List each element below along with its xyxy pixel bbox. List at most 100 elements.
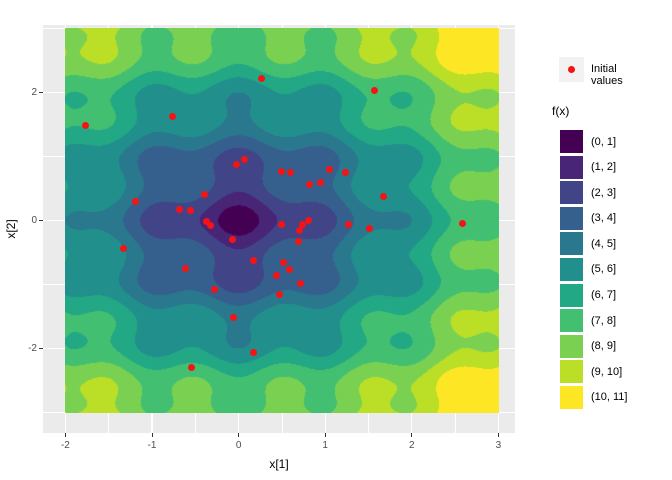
y-tick-label: 2 [31,86,37,98]
initial-value-point [229,313,237,321]
legend-color-swatch [560,155,583,179]
legend-color-swatch [560,309,583,333]
initial-value-point [249,256,257,264]
initial-value-point [119,245,127,253]
initial-value-point [295,227,303,235]
legend-bin-row: (7, 8] [560,309,628,333]
initial-value-point [210,286,218,294]
initial-value-point [371,87,379,95]
initial-value-point [249,348,257,356]
x-tick-label: 0 [235,440,242,451]
legend-color-swatch [560,232,583,256]
legend-color-swatch [560,130,583,153]
legend-bin-row: (5, 6] [560,257,628,281]
initial-value-point [273,272,281,280]
initial-value-point [306,180,314,188]
initial-value-point [277,168,285,176]
legend-bin-label: (10, 11] [591,391,628,404]
x-tick-label: 2 [409,440,415,451]
initial-value-point [201,190,209,198]
legend-bin-label: (7, 8] [591,314,617,327]
y-tick-mark [39,220,43,221]
initial-value-point [459,220,467,228]
legend-bin-row: (6, 7] [560,283,628,307]
red-point-icon [568,66,575,73]
initial-value-point [326,165,334,173]
initial-value-point [280,258,288,266]
legend-bin-label: (2, 3] [591,186,617,199]
initial-value-point [287,169,295,176]
initial-value-point [299,221,307,229]
x-tick-label: 1 [322,440,328,451]
legend-bin-row: (4, 5] [560,232,628,256]
initial-value-point [286,265,294,273]
legend-color-swatch [560,283,583,307]
initial-value-point [365,224,373,232]
legend-bin-label: (4, 5] [591,237,617,250]
legend-bin-row: (2, 3] [560,181,628,205]
initial-value-point [169,113,177,121]
y-tick-label: -2 [28,342,37,354]
initial-value-point [182,265,190,272]
scatter-legend-key [559,57,584,82]
fill-legend-title: f(x) [552,104,570,118]
legend-bin-row: (1, 2] [560,155,628,179]
initial-value-point [345,220,353,228]
filled-contour-canvas [65,28,499,413]
initial-value-point [203,218,211,226]
initial-value-point [257,74,265,82]
legend-bin-row: (3, 4] [560,206,628,230]
x-tick-mark [151,433,153,437]
legend-bin-row: (9, 10] [560,360,628,384]
legend-bin-label: (9, 10] [591,365,623,378]
x-tick-mark [497,433,499,437]
fill-legend-bins: (0, 1] (1, 2] (2, 3] (3, 4] (4, 5] (5, 6] (6, … [560,130,628,409]
legend-bin-label: (3, 4] [591,212,617,225]
legend-bin-label: (5, 6] [591,263,617,276]
initial-value-point [379,192,387,200]
legend-bin-label: (8, 9] [591,340,617,353]
initial-value-point [81,121,89,129]
initial-value-point [229,235,237,243]
x-tick-label: -1 [147,440,157,451]
x-tick-mark [64,433,66,437]
x-axis-title: x[1] [269,457,289,471]
x-tick-label: -2 [60,440,70,451]
y-tick-label: 0 [31,214,37,226]
scatter-legend-label: Initial values [591,63,623,87]
y-axis-title: x[2] [4,219,18,239]
legend-color-swatch [560,206,583,230]
initial-value-point [132,198,140,206]
legend-bin-label: (0, 1] [591,135,617,148]
legend-color-swatch [560,257,583,281]
x-tick-mark [238,433,240,437]
x-tick-mark [411,433,413,437]
initial-value-point [233,160,241,168]
legend-bin-row: (10, 11] [560,385,628,409]
initial-value-point [207,222,215,230]
initial-value-point [316,179,324,187]
initial-value-point [305,217,313,224]
initial-value-point [297,279,305,287]
legend-bin-row: (0, 1] [560,130,628,153]
y-tick-mark [39,348,43,349]
initial-value-point [275,291,283,299]
initial-value-point [341,169,349,176]
x-tick-label: 3 [495,440,502,451]
legend-color-swatch [560,360,583,384]
legend-color-swatch [560,385,583,409]
legend-bin-label: (1, 2] [591,161,617,174]
initial-value-point [294,238,302,246]
x-tick-mark [324,433,326,437]
initial-value-point [241,156,249,164]
legend-bin-row: (8, 9] [560,334,628,358]
initial-value-point [277,220,285,228]
y-tick-mark [39,92,43,93]
legend-color-swatch [560,181,583,205]
initial-value-point [188,364,196,372]
initial-value-point [186,206,194,214]
initial-value-point [176,206,184,214]
legend-bin-label: (6, 7] [591,289,617,302]
legend-color-swatch [560,334,583,358]
